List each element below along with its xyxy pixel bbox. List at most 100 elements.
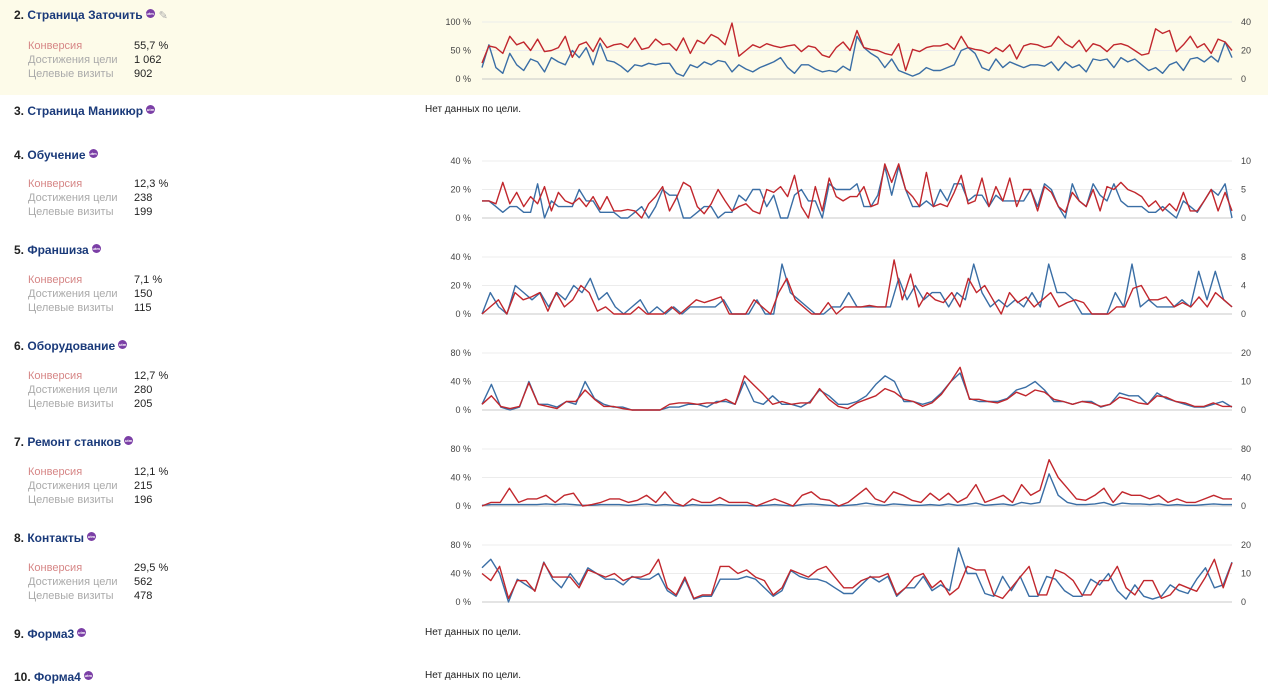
edit-pencil-icon[interactable]: ✎ — [158, 10, 168, 22]
visits-value: 902 — [134, 68, 153, 80]
goal-name[interactable]: Франшиза — [27, 243, 89, 257]
visits-series-line — [481, 547, 1233, 603]
achievements-label: Достижения цели — [28, 192, 118, 204]
conversion-label: Конверсия — [28, 370, 83, 382]
visit-param-icon: utm — [124, 436, 134, 446]
goal-title-6[interactable]: 6. Оборудование utm — [14, 339, 128, 353]
left-tick-label: 40 % — [450, 252, 471, 262]
conversion-series-line — [481, 558, 1233, 600]
goal-title-9[interactable]: 9. Форма3 utm — [14, 627, 87, 641]
right-tick-label: 10 — [1241, 377, 1251, 387]
right-tick-label: 10 — [1241, 156, 1251, 166]
left-tick-label: 20 % — [450, 281, 471, 291]
right-tick-label: 0 — [1241, 405, 1246, 415]
conversion-value: 12,7 % — [134, 370, 169, 382]
left-tick-label: 0 % — [455, 213, 471, 223]
no-data-message: Нет данных по цели. — [425, 104, 522, 115]
right-tick-label: 0 — [1241, 501, 1246, 511]
conversion-label: Конверсия — [28, 178, 83, 190]
goal-title-8[interactable]: 8. Контакты utm — [14, 531, 96, 545]
goal-chart-8[interactable]: 80 % 20 40 % 10 0 % 0 — [446, 537, 1251, 613]
achievements-value: 1 062 — [134, 54, 162, 66]
conversion-series-line — [481, 459, 1232, 507]
no-data-message: Нет данных по цели. — [425, 670, 522, 681]
conversion-value: 7,1 % — [134, 274, 163, 286]
goal-title-5[interactable]: 5. Франшиза utm — [14, 243, 101, 257]
achievements-value: 238 — [134, 192, 153, 204]
visit-param-icon: utm — [145, 9, 155, 19]
goal-name[interactable]: Форма3 — [27, 627, 75, 641]
left-tick-label: 40 % — [450, 156, 471, 166]
achievements-label: Достижения цели — [28, 54, 118, 66]
goal-name[interactable]: Страница Заточить — [27, 8, 143, 22]
left-tick-label: 40 % — [450, 473, 471, 483]
achievements-label: Достижения цели — [28, 480, 118, 492]
conversion-series-line — [481, 22, 1233, 72]
conversion-series-line — [481, 366, 1232, 411]
goal-name[interactable]: Страница Маникюр — [27, 104, 144, 118]
visits-series-line — [481, 473, 1232, 507]
conversion-label: Конверсия — [28, 466, 83, 478]
goal-chart-2[interactable]: 100 % 40 50 % 20 0 % 0 — [445, 14, 1251, 90]
right-tick-label: 40 — [1241, 473, 1251, 483]
goal-chart-7[interactable]: 80 % 80 40 % 40 0 % 0 — [446, 441, 1251, 517]
goal-name[interactable]: Форма4 — [34, 670, 81, 684]
achievements-value: 215 — [134, 480, 153, 492]
left-tick-label: 80 % — [450, 540, 471, 550]
conversion-value: 12,1 % — [134, 466, 169, 478]
visits-value: 196 — [134, 494, 153, 506]
visits-label: Целевые визиты — [28, 68, 114, 80]
left-tick-label: 40 % — [450, 569, 471, 579]
visits-label: Целевые визиты — [28, 398, 114, 410]
right-tick-label: 0 — [1241, 309, 1246, 319]
visits-series-line — [482, 165, 1233, 219]
visit-param-icon: utm — [77, 628, 87, 638]
achievements-label: Достижения цели — [28, 576, 118, 588]
right-tick-label: 0 — [1241, 597, 1246, 607]
achievements-value: 280 — [134, 384, 153, 396]
right-tick-label: 5 — [1241, 185, 1246, 195]
left-tick-label: 50 % — [450, 46, 471, 56]
goal-chart-6[interactable]: 80 % 20 40 % 10 0 % 0 — [446, 345, 1251, 421]
right-tick-label: 80 — [1241, 444, 1251, 454]
left-tick-label: 0 % — [455, 597, 471, 607]
achievements-value: 562 — [134, 576, 153, 588]
conversion-label: Конверсия — [28, 562, 83, 574]
visit-param-icon: utm — [88, 149, 98, 159]
goal-title-7[interactable]: 7. Ремонт станков utm — [14, 435, 134, 449]
goal-title-3[interactable]: 3. Страница Маникюр utm — [14, 104, 156, 118]
visits-value: 115 — [134, 302, 152, 314]
left-tick-label: 80 % — [450, 444, 471, 454]
right-tick-label: 0 — [1241, 74, 1246, 84]
goal-chart-4[interactable]: 40 % 10 20 % 5 0 % 0 — [446, 153, 1251, 229]
visits-value: 205 — [134, 398, 153, 410]
conversion-value: 12,3 % — [134, 178, 169, 190]
left-tick-label: 80 % — [450, 348, 471, 358]
goal-title-10[interactable]: 10. Форма4 utm — [14, 670, 93, 684]
left-tick-label: 0 % — [455, 405, 471, 415]
right-tick-label: 20 — [1241, 348, 1251, 358]
visits-value: 199 — [134, 206, 153, 218]
right-tick-label: 20 — [1241, 540, 1251, 550]
goal-chart-5[interactable]: 40 % 820 % 40 % 0 — [446, 249, 1246, 325]
achievements-label: Достижения цели — [28, 384, 118, 396]
goal-name[interactable]: Обучение — [27, 148, 86, 162]
visit-param-icon: utm — [86, 532, 96, 542]
visits-value: 478 — [134, 590, 153, 602]
goal-name[interactable]: Ремонт станков — [27, 435, 122, 449]
right-tick-label: 10 — [1241, 569, 1251, 579]
visits-series-line — [481, 35, 1233, 77]
goal-name[interactable]: Оборудование — [27, 339, 116, 353]
visit-param-icon: utm — [118, 340, 128, 350]
no-data-message: Нет данных по цели. — [425, 627, 522, 638]
goal-title-2[interactable]: 2. Страница Заточить utm ✎ — [14, 8, 168, 22]
goal-name[interactable]: Контакты — [27, 531, 84, 545]
goal-title-4[interactable]: 4. Обучение utm — [14, 148, 98, 162]
achievements-value: 150 — [134, 288, 153, 300]
conversion-value: 29,5 % — [134, 562, 169, 574]
achievements-label: Достижения цели — [28, 288, 118, 300]
visit-param-icon: utm — [91, 244, 101, 254]
visits-label: Целевые визиты — [28, 206, 114, 218]
conversion-label: Конверсия — [28, 274, 83, 286]
visit-param-icon: utm — [83, 671, 93, 681]
